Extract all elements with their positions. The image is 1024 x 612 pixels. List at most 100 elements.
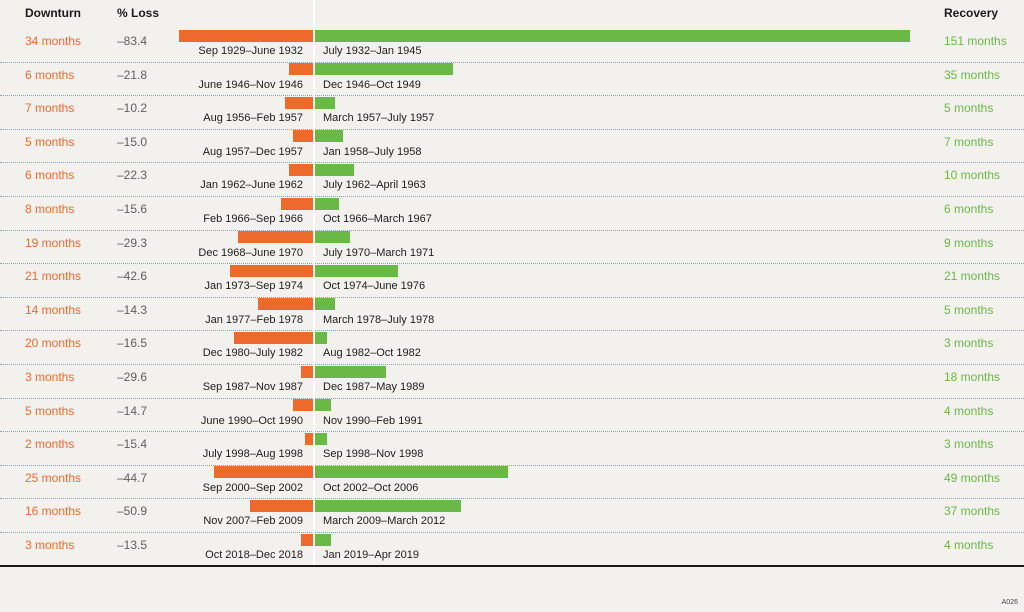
downturn-period: Aug 1957–Dec 1957 [202, 145, 303, 158]
row-separator [0, 229, 1024, 231]
loss-value: –29.6 [117, 370, 148, 384]
row-separator [0, 296, 1024, 298]
recovery-label: 6 months [944, 202, 994, 216]
baseline [0, 565, 1024, 567]
downturn-bar [305, 432, 313, 445]
downturn-label: 20 months [25, 336, 82, 351]
loss-value: –42.6 [117, 269, 148, 284]
recovery-label: 9 months [944, 235, 994, 250]
recovery-bar [315, 298, 335, 311]
recovery-bar [315, 63, 453, 76]
recovery-label: 4 months [944, 403, 994, 418]
downturn-period: Dec 1968–June 1970 [198, 246, 303, 259]
loss-value: –16.5 [117, 336, 148, 351]
downturn-label: 16 months [25, 504, 82, 519]
recovery-bar [315, 466, 509, 479]
downturn-bar [179, 29, 313, 42]
loss-value: –13.5 [117, 538, 148, 552]
downturn-bar [234, 331, 313, 344]
downturn-label: 19 months [25, 235, 82, 250]
recovery-bar [315, 264, 398, 277]
loss-value: –21.8 [117, 67, 148, 82]
downturn-period: Aug 1956–Feb 1957 [203, 112, 303, 125]
recovery-period: Jan 1958–July 1958 [323, 145, 422, 158]
recovery-bar [315, 432, 327, 445]
recovery-label: 151 months [944, 34, 1007, 48]
downturn-bar [301, 533, 313, 546]
row-separator [0, 498, 1024, 500]
recovery-period: March 1957–July 1957 [323, 112, 435, 125]
recovery-label: 4 months [944, 538, 994, 552]
row-separator [0, 61, 1024, 63]
recovery-period: Aug 1982–Oct 1982 [323, 347, 421, 360]
recovery-label: 5 months [944, 101, 994, 116]
recovery-bar [315, 231, 351, 244]
row-separator [0, 162, 1024, 164]
loss-value: –44.7 [117, 470, 148, 485]
row-separator [0, 128, 1024, 130]
downturn-label: 14 months [25, 302, 82, 317]
recovery-period: Sep 1998–Nov 1998 [323, 448, 424, 461]
recovery-label: 18 months [944, 370, 1001, 384]
recovery-label: 35 months [944, 67, 1001, 82]
downturn-bar [257, 298, 313, 311]
recovery-bar [315, 29, 910, 42]
downturn-label: 2 months [25, 437, 75, 452]
recovery-bar [315, 499, 461, 512]
recovery-bar [315, 399, 331, 412]
row-separator [0, 464, 1024, 466]
recovery-period: Oct 1966–March 1967 [323, 213, 432, 225]
recovery-bar [315, 130, 343, 143]
recovery-bar [315, 96, 335, 109]
row-separator [0, 263, 1024, 265]
recovery-period: Dec 1987–May 1989 [323, 381, 425, 393]
recovery-period: July 1962–April 1963 [323, 179, 426, 192]
row-separator [0, 95, 1024, 97]
downturn-label: 25 months [25, 470, 82, 485]
downturn-period: Sep 2000–Sep 2002 [202, 481, 303, 494]
downturn-label: 8 months [25, 202, 75, 216]
downturn-period: Sep 1987–Nov 1987 [202, 381, 303, 393]
recovery-period: Jan 2019–Apr 2019 [323, 549, 420, 561]
header-loss: % Loss [117, 6, 160, 20]
loss-value: –15.6 [117, 202, 148, 216]
recovery-bar [315, 533, 331, 546]
recovery-label: 5 months [944, 302, 994, 317]
header-recovery: Recovery [944, 6, 999, 20]
downturn-label: 6 months [25, 168, 75, 183]
recovery-period: March 2009–March 2012 [323, 515, 446, 528]
downturn-bar [285, 96, 313, 109]
loss-value: –22.3 [117, 168, 148, 183]
downturn-label: 6 months [25, 67, 75, 82]
downturn-bar [238, 231, 313, 244]
downturn-bar [281, 197, 313, 210]
recovery-label: 3 months [944, 437, 994, 452]
row-separator [0, 431, 1024, 433]
downturn-period: June 1990–Oct 1990 [200, 414, 303, 427]
loss-value: –14.3 [117, 302, 148, 317]
loss-value: –10.2 [117, 101, 148, 116]
downturn-label: 5 months [25, 134, 75, 149]
row-separator [0, 196, 1024, 197]
downturn-label: 21 months [25, 269, 82, 284]
recovery-period: March 1978–July 1978 [323, 313, 435, 326]
downturn-label: 34 months [25, 34, 82, 48]
center-axis [313, 0, 315, 566]
downturn-period: Oct 2018–Dec 2018 [205, 549, 303, 561]
downturn-bar [301, 365, 313, 378]
recovery-bar [315, 197, 339, 210]
downturn-bar [289, 63, 313, 76]
downturn-label: 3 months [25, 370, 75, 384]
header-downturn: Downturn [25, 6, 81, 20]
recovery-bar [315, 163, 355, 176]
recovery-period: Oct 1974–June 1976 [323, 280, 426, 293]
downturn-period: Sep 1929–June 1932 [198, 45, 303, 57]
loss-value: –15.4 [117, 437, 148, 452]
downturn-bar [293, 399, 313, 412]
recovery-period: Oct 2002–Oct 2006 [323, 481, 419, 494]
row-separator [0, 364, 1024, 365]
downturn-period: July 1998–Aug 1998 [202, 448, 303, 461]
loss-value: –14.7 [117, 403, 148, 418]
recovery-label: 7 months [944, 134, 994, 149]
recovery-label: 49 months [944, 470, 1001, 485]
